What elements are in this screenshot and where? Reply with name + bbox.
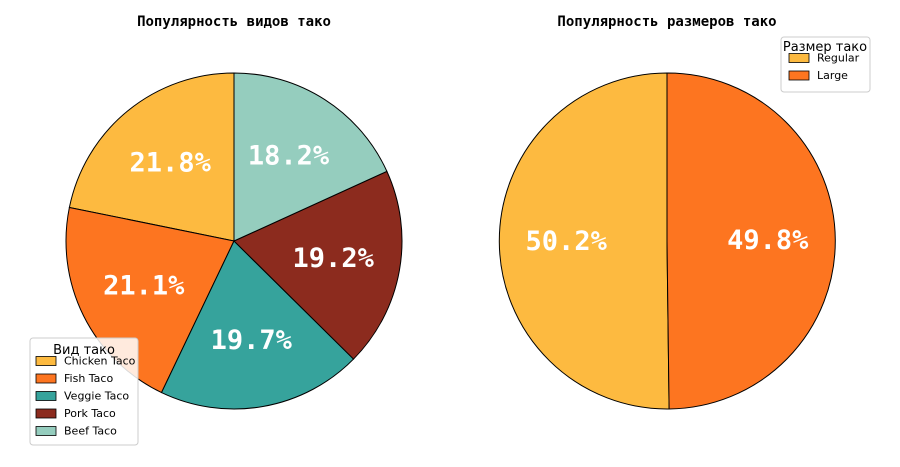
- legend-label: Pork Taco: [64, 407, 116, 420]
- slice-percent-label: 18.2%: [248, 141, 330, 172]
- slice-percent-label: 21.1%: [103, 270, 185, 301]
- pie-value-labels: 21.8% 21.1% 19.7% 19.2% 18.2%: [103, 141, 374, 356]
- pie-slice-beef-taco: [233, 72, 388, 242]
- legend-swatch: [35, 408, 57, 419]
- slice-percent-label: 50.2%: [526, 226, 608, 257]
- chart-title: Популярность размеров тако: [557, 14, 776, 30]
- pie-chart-taco-sizes: Популярность размеров тако 50.2% 49.8% Ра…: [498, 14, 871, 410]
- pie-slices: [498, 72, 836, 410]
- chart-title: Популярность видов тако: [137, 14, 331, 30]
- pie-value-labels: 50.2% 49.8%: [526, 225, 810, 257]
- legend-label: Beef Taco: [64, 425, 117, 438]
- legend-swatch: [35, 391, 57, 401]
- pie-slice-regular: [498, 72, 670, 410]
- pie-slice-chicken-taco: [68, 72, 235, 242]
- slice-percent-label: 49.8%: [727, 225, 809, 256]
- legend-swatch: [788, 70, 810, 81]
- slice-percent-label: 21.8%: [130, 147, 212, 178]
- legend-label: Regular: [817, 52, 860, 65]
- legend-title: Размер тако: [783, 40, 867, 55]
- legend-label: Veggie Taco: [64, 390, 129, 403]
- pie-slice-veggie-taco: [160, 240, 355, 410]
- legend-title: Вид тако: [53, 343, 115, 358]
- legend-swatch: [35, 373, 57, 384]
- legend-swatch: [35, 426, 57, 436]
- slice-percent-label: 19.2%: [293, 243, 375, 274]
- pie-slices: [65, 72, 403, 410]
- legend-swatch: [788, 53, 810, 63]
- pie-chart-taco-types: Популярность видов тако 21.8% 21.1% 19.7% 1…: [29, 14, 403, 446]
- pie-slice-large: [666, 72, 836, 410]
- legend-frame: [29, 337, 139, 446]
- legend-label: Large: [817, 69, 848, 82]
- legend: Вид тако Chicken Taco Fish Taco Veggie Tac…: [29, 337, 139, 446]
- pie-slice-pork-taco: [233, 170, 403, 360]
- legend-swatch: [35, 356, 57, 366]
- legend-items: Chicken Taco Fish Taco Veggie Taco Pork Tac…: [35, 355, 136, 438]
- legend-items: Regular Large: [788, 52, 860, 82]
- legend-label: Chicken Taco: [64, 355, 136, 368]
- slice-percent-label: 19.7%: [211, 325, 293, 356]
- legend-label: Fish Taco: [64, 372, 113, 385]
- legend: Размер тако Regular Large: [780, 36, 871, 93]
